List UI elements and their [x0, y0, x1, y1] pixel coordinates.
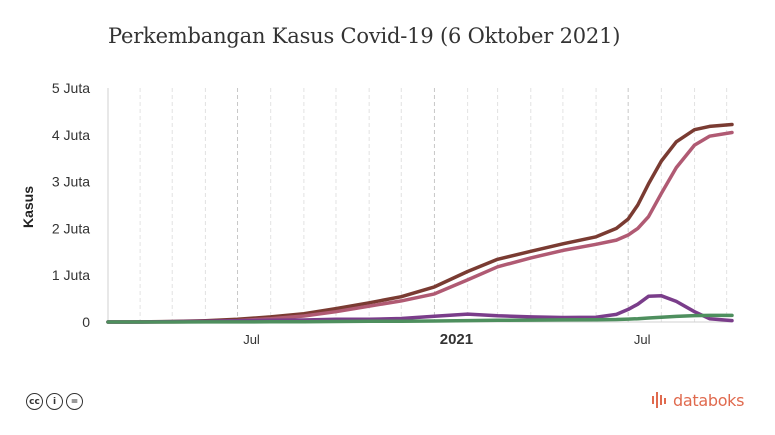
chart-title: Perkembangan Kasus Covid-19 (6 Oktober 2… [108, 24, 621, 48]
by-icon: i [46, 393, 63, 410]
x-tick-label: Jul [243, 332, 260, 347]
x-tick-label: 2021 [440, 331, 473, 348]
x-tick-label: Jul [634, 332, 651, 347]
y-tick-label: 0 [82, 314, 90, 330]
nd-icon: = [66, 393, 83, 410]
grid-layer [139, 88, 728, 322]
y-axis-title: Kasus [20, 186, 36, 228]
brand-logo[interactable]: databoks [650, 390, 744, 410]
y-tick-label: 4 Juta [52, 127, 90, 143]
cc-icon: cc [26, 393, 43, 410]
series-line-4 [106, 313, 734, 324]
y-tick-label: 3 Juta [52, 174, 90, 190]
series-line-2 [106, 130, 734, 324]
series-line-1 [106, 122, 734, 324]
y-tick-label: 5 Juta [52, 80, 90, 96]
brand-name: databoks [673, 390, 745, 410]
series-layer [106, 122, 734, 324]
y-tick-label: 1 Juta [52, 267, 90, 283]
license-icons: cc i = [26, 393, 83, 410]
databoks-logo-icon [652, 392, 666, 408]
axis-layer: 0 1 Juta 2 Juta 3 Juta 4 Juta 5 Juta Kasus Jul 2… [20, 80, 732, 348]
y-tick-label: 2 Juta [52, 220, 90, 236]
